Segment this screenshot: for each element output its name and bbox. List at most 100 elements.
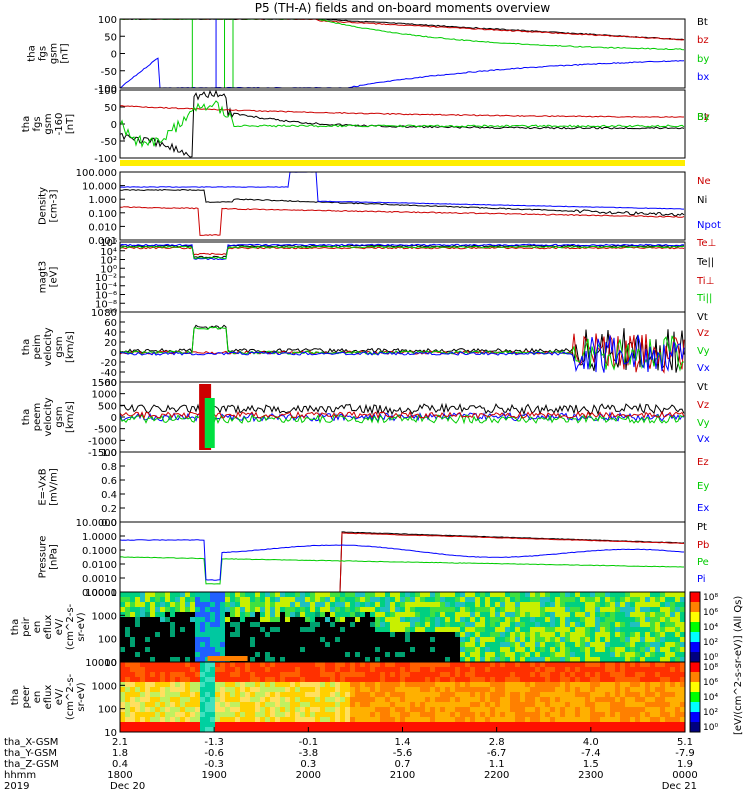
y-axis-label: [km/s] xyxy=(65,401,76,433)
series-line xyxy=(119,556,684,585)
series-line xyxy=(119,171,684,210)
panel-frame xyxy=(119,451,686,523)
x-date-start: Dec 20 xyxy=(110,781,145,792)
series-line xyxy=(119,188,685,217)
series-line xyxy=(119,100,685,148)
y-tick-label: 500 xyxy=(98,401,117,412)
spectrogram-band xyxy=(207,656,248,661)
y-tick-label: 10⁰ xyxy=(100,264,117,275)
y-tick-label: -500 xyxy=(94,425,117,436)
y-axis-label: [eV] xyxy=(49,267,60,288)
y-tick-label: 10² xyxy=(100,256,117,267)
series-line xyxy=(119,539,684,581)
legend-label: Ex xyxy=(697,503,709,514)
series-line xyxy=(119,57,685,89)
y-axis-label: eflux xyxy=(43,685,54,710)
colorbar-label: [eV/(cm^2-s-sr-eV)] (All Qs) xyxy=(733,596,744,735)
y-axis-label: fgs xyxy=(38,46,49,61)
y-tick-label: 0.4 xyxy=(101,490,117,501)
series-line xyxy=(119,243,685,261)
y-axis-label: (cm^2-s- xyxy=(65,673,76,720)
y-axis-label: peir xyxy=(21,616,32,636)
y-axis-label: sr-eV) xyxy=(76,612,87,641)
x-tick-label: 1900 xyxy=(201,770,226,781)
legend-label: Vz xyxy=(697,328,709,339)
legend-label: Vt xyxy=(697,382,708,393)
x-date-end: Dec 21 xyxy=(662,781,697,792)
x-tick-label: 0.4 xyxy=(112,759,128,770)
colorbar-tick-label: 10⁸ xyxy=(703,593,718,603)
x-tick-label: -1.3 xyxy=(204,737,224,748)
y-tick-label: -50 xyxy=(101,67,117,78)
x-tick-label: 1.5 xyxy=(583,759,599,770)
y-tick-label: 1.000 xyxy=(88,195,117,206)
y-tick-label: 10⁻² xyxy=(95,273,117,284)
y-tick-label: 60 xyxy=(104,318,117,329)
legend-label: Te⊥ xyxy=(696,238,716,249)
x-tick-label: 4.0 xyxy=(583,737,599,748)
legend-label: Vy xyxy=(697,346,710,357)
x-tick-label: 1.1 xyxy=(489,759,505,770)
y-tick-label: 1.0 xyxy=(101,448,117,459)
y-axis-label: en xyxy=(32,621,43,634)
y-axis-label: sr-eV) xyxy=(76,682,87,711)
legend-label: Vz xyxy=(697,400,709,411)
x-row-label: tha_Z-GSM xyxy=(4,759,59,770)
x-tick-label: 2100 xyxy=(390,770,415,781)
y-tick-label: 0.0100 xyxy=(82,560,117,571)
y-tick-label: 1500 xyxy=(92,378,117,389)
series-line xyxy=(120,18,685,41)
y-axis-label: Density xyxy=(38,187,49,225)
legend-label: by xyxy=(697,54,709,65)
y-tick-label: 10.0000 xyxy=(76,518,117,529)
y-tick-label: 10 xyxy=(104,658,117,669)
legend-label: Pt xyxy=(697,522,707,533)
y-tick-label: 0.0010 xyxy=(82,574,117,585)
legend-label: Pi xyxy=(697,574,706,585)
y-axis-label: tha xyxy=(10,689,21,705)
legend-label: Bt xyxy=(697,17,708,28)
series-line xyxy=(119,246,685,256)
colorbar-tick-label: 10² xyxy=(703,638,718,648)
y-tick-label: 100 xyxy=(98,635,117,646)
y-tick-label: 0 xyxy=(111,50,117,61)
y-tick-label: 1000 xyxy=(92,611,117,622)
x-tick-label: 2300 xyxy=(578,770,603,781)
x-row-label: tha_X-GSM xyxy=(4,737,58,748)
legend-label: Vx xyxy=(697,363,710,374)
y-tick-label: -1500 xyxy=(88,448,117,459)
y-tick-label: 10.000 xyxy=(82,182,117,193)
y-axis-label: tha xyxy=(21,116,32,132)
electron-spectrogram xyxy=(120,662,685,732)
x-tick-label: 2.8 xyxy=(489,737,505,748)
y-tick-label: 0.8 xyxy=(101,462,117,473)
x-tick-label: 1800 xyxy=(107,770,132,781)
colorbar-tick-label: 10⁰ xyxy=(703,723,718,733)
y-axis-label: tha xyxy=(10,619,21,635)
y-tick-label: -20 xyxy=(101,358,117,369)
legend-label: bz xyxy=(697,35,709,46)
y-tick-label: -40 xyxy=(101,368,117,379)
y-tick-label: 100.000 xyxy=(76,168,117,179)
series-line xyxy=(119,89,685,158)
y-axis-label: gsm xyxy=(54,406,65,427)
legend-label: Vy xyxy=(697,418,710,429)
y-axis-label: gsm xyxy=(43,113,54,134)
y-axis-label: eflux xyxy=(43,615,54,640)
series-block xyxy=(204,398,215,448)
y-tick-label: 10 xyxy=(104,728,117,739)
panel-frame xyxy=(119,171,686,241)
y-tick-label: 50 xyxy=(104,32,117,43)
y-axis-label: gsm xyxy=(54,336,65,357)
x-tick-label: 2000 xyxy=(296,770,321,781)
x-row-label: tha_Y-GSM xyxy=(4,748,57,759)
y-tick-label: 0 xyxy=(111,120,117,131)
legend-label: Bt xyxy=(697,112,708,123)
x-tick-label: 1.4 xyxy=(395,737,411,748)
colorbar-tick-label: 10⁴ xyxy=(703,693,718,703)
panel-frame xyxy=(119,241,686,313)
legend-label: Pe xyxy=(697,557,709,568)
y-axis-label: [nT] xyxy=(60,43,71,63)
panel-frame xyxy=(119,89,686,159)
legend-label: Pb xyxy=(697,540,709,551)
